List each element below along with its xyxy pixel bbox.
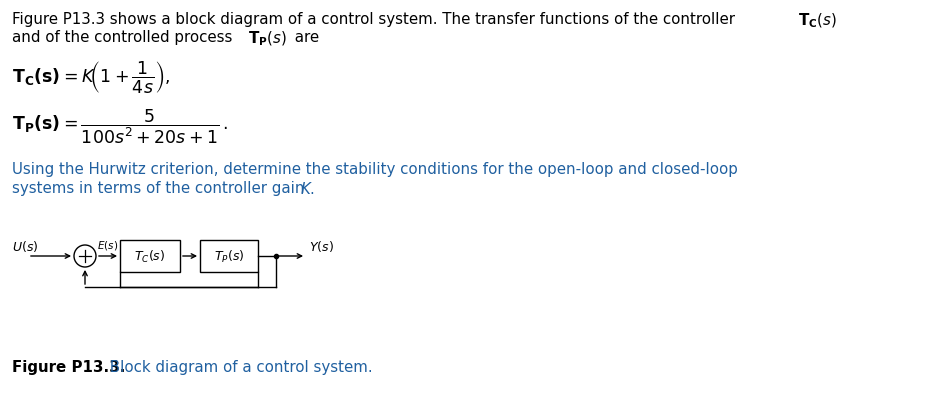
Text: $\mathbf{T_P(s)}$$ = \dfrac{5}{100s^2 + 20s + 1}\,.$: $\mathbf{T_P(s)}$$ = \dfrac{5}{100s^2 + … xyxy=(12,107,228,145)
FancyBboxPatch shape xyxy=(120,241,180,272)
Text: systems in terms of the controller gain: systems in terms of the controller gain xyxy=(12,180,309,196)
Text: Figure P13.3 shows a block diagram of a control system. The transfer functions o: Figure P13.3 shows a block diagram of a … xyxy=(12,12,740,27)
Text: $\mathbf{T_P}(s)$: $\mathbf{T_P}(s)$ xyxy=(248,30,287,48)
Text: $U(s)$: $U(s)$ xyxy=(12,239,38,253)
Text: $\mathbf{T_C(s)}$$ = K\!\left(1+\dfrac{1}{4s}\right),$: $\mathbf{T_C(s)}$$ = K\!\left(1+\dfrac{1… xyxy=(12,59,170,95)
Text: $E(s)$: $E(s)$ xyxy=(97,239,118,251)
FancyBboxPatch shape xyxy=(200,241,258,272)
Text: $T_P(s)$: $T_P(s)$ xyxy=(214,248,244,264)
Text: $\mathbf{T_C}(s)$: $\mathbf{T_C}(s)$ xyxy=(798,12,837,30)
Text: $\mathit{K}$.: $\mathit{K}$. xyxy=(300,180,314,196)
Text: $Y(s)$: $Y(s)$ xyxy=(309,239,334,253)
Text: Using the Hurwitz criterion, determine the stability conditions for the open-loo: Using the Hurwitz criterion, determine t… xyxy=(12,162,738,176)
Text: are: are xyxy=(290,30,319,45)
Text: $T_C(s)$: $T_C(s)$ xyxy=(134,248,166,264)
Text: Figure P13.3.: Figure P13.3. xyxy=(12,359,126,374)
Text: and of the controlled process: and of the controlled process xyxy=(12,30,237,45)
Text: Block diagram of a control system.: Block diagram of a control system. xyxy=(105,359,373,374)
